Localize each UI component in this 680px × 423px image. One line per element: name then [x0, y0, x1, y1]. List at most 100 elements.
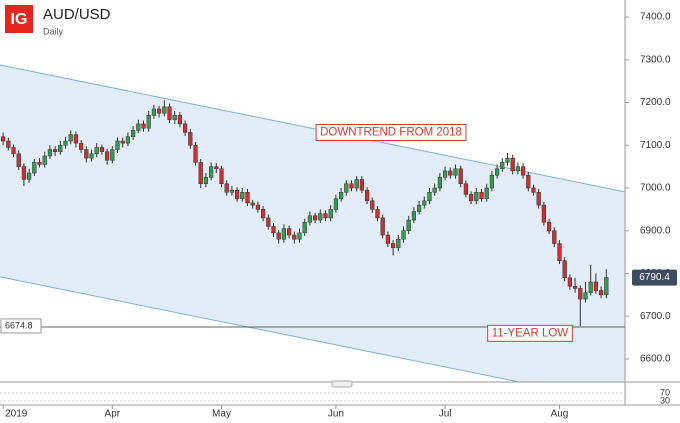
x-tick-label: Jul: [439, 409, 452, 420]
candle-body: [489, 174, 495, 189]
candle-body: [214, 166, 219, 170]
candle-body: [463, 183, 469, 195]
candle-body: [406, 219, 411, 231]
candle-body: [312, 215, 318, 221]
candle-body: [588, 281, 593, 293]
candle-body: [520, 166, 526, 176]
candle-body: [250, 202, 255, 206]
candle-body: [349, 183, 354, 189]
candle-body: [78, 142, 84, 150]
annotation: DOWNTREND FROM 2018: [320, 126, 462, 138]
annotation: 11-YEAR LOW: [492, 327, 569, 339]
channel-fill: [0, 64, 625, 382]
candle-body: [302, 221, 307, 234]
low-label-box: [0, 318, 42, 334]
candle-body: [552, 230, 557, 244]
candle-body: [266, 217, 271, 227]
y-tick-label: 7000.0: [640, 183, 671, 194]
channel-line: [0, 276, 522, 382]
osc-tick-label: 30: [660, 395, 670, 405]
logo-box: [5, 5, 33, 33]
candle-body: [494, 168, 500, 176]
candle-body: [427, 192, 432, 202]
candle-body: [484, 187, 489, 199]
candle-body: [37, 162, 42, 165]
candle-body: [260, 209, 266, 219]
candle-body: [234, 189, 240, 199]
candle-body: [458, 168, 463, 184]
candle-body: [323, 213, 328, 219]
candle-body: [474, 192, 479, 202]
instrument-title: AUD/USD: [43, 6, 111, 23]
candle-body: [130, 130, 136, 137]
candle-body: [245, 192, 250, 204]
candle-body: [385, 234, 391, 244]
x-tick-label: Apr: [105, 409, 121, 420]
x-tick-label: Jun: [328, 409, 344, 420]
candle-body: [297, 232, 302, 240]
last-price: 6790.4: [639, 272, 670, 283]
candle-body: [120, 140, 125, 144]
candle-body: [146, 115, 151, 129]
candle-body: [177, 115, 183, 125]
candle-body: [416, 204, 422, 212]
candle-body: [578, 288, 583, 300]
candle-body: [73, 134, 79, 144]
candle-body: [344, 183, 349, 193]
candle-body: [141, 123, 146, 129]
candle-body: [468, 194, 474, 202]
annotation-box: [315, 123, 467, 141]
candle-body: [52, 149, 58, 152]
candle-body: [198, 162, 203, 184]
candle-body: [531, 187, 536, 193]
candle-body: [0, 136, 6, 142]
annotation-box: [487, 324, 573, 342]
candle-body: [562, 260, 567, 278]
y-tick-label: 7200.0: [640, 97, 671, 108]
candle-body: [104, 151, 110, 161]
y-tick-label: 6600.0: [640, 354, 671, 365]
candle-body: [526, 174, 531, 189]
candle-body: [162, 106, 167, 114]
candle-body: [422, 200, 427, 206]
candle-body: [84, 149, 89, 159]
candle-body: [172, 115, 177, 120]
candle-body: [432, 187, 437, 193]
candle-body: [453, 168, 458, 176]
y-tick-label: 7100.0: [640, 140, 671, 151]
candle-body: [115, 140, 120, 150]
candle-body: [437, 177, 443, 189]
candle-body: [68, 134, 73, 142]
candle-body: [567, 277, 573, 287]
candle-body: [333, 198, 339, 210]
candle-body: [151, 108, 157, 116]
candle-body: [536, 192, 541, 206]
candle-body: [546, 221, 552, 231]
candle-body: [99, 147, 105, 152]
candle-body: [292, 234, 297, 240]
candle-body: [572, 286, 578, 289]
logo: IG: [11, 11, 28, 28]
candle-body: [380, 217, 385, 236]
candle-body: [193, 145, 198, 163]
candle-body: [318, 213, 323, 221]
candle-body: [604, 277, 609, 296]
candle-body: [593, 281, 599, 291]
y-tick-label: 6900.0: [640, 225, 671, 236]
candle-body: [479, 192, 484, 199]
candle-body: [240, 192, 245, 199]
candle-body: [47, 149, 53, 157]
candle-body: [188, 132, 193, 146]
candle-body: [510, 157, 515, 172]
candle-body: [21, 166, 27, 180]
candle-body: [63, 140, 68, 146]
candle-body: [182, 123, 188, 133]
candle-body: [505, 157, 510, 163]
candle-body: [390, 243, 396, 249]
panel-handle[interactable]: [331, 380, 353, 388]
candle-body: [286, 228, 292, 236]
candle-body: [396, 239, 401, 249]
candle-body: [16, 153, 21, 167]
low-label: 6674.8: [5, 320, 33, 330]
